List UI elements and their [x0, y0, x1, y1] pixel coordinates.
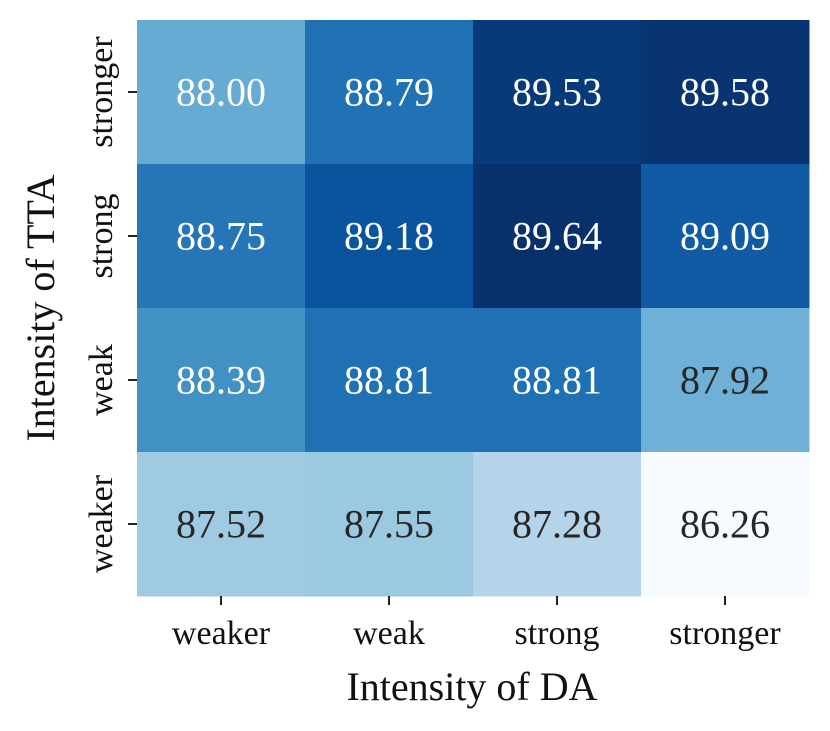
heatmap-cell — [473, 308, 642, 453]
y-tick-label: strong — [83, 194, 120, 279]
cell-value-label: 86.26 — [680, 502, 770, 547]
x-axis-label: Intensity of DA — [346, 664, 597, 709]
heatmap-cell — [137, 20, 306, 165]
y-tick-label: weak — [83, 344, 120, 416]
heatmap-cell — [641, 308, 810, 453]
x-tick-label: weak — [353, 615, 425, 652]
y-axis-label: Intensity of TTA — [18, 174, 63, 441]
cell-value-label: 87.28 — [512, 502, 602, 547]
heatmap-cell — [641, 164, 810, 309]
cell-value-label: 88.75 — [176, 214, 266, 259]
heatmap-cell — [473, 20, 642, 165]
y-tick-label: stronger — [83, 36, 120, 148]
heatmap-cells: 88.00 88.79 89.53 89.58 88.75 89.18 89.64 89.09… — [137, 20, 810, 597]
heatmap-cell — [641, 452, 810, 597]
cell-value-label: 87.92 — [680, 358, 770, 403]
axis-ticks: weaker weak strong stronger stronger strong we… — [83, 36, 781, 652]
heatmap-cell — [137, 452, 306, 597]
cell-value-label: 89.53 — [512, 70, 602, 115]
x-tick-label: weaker — [172, 615, 271, 652]
cell-value-label: 88.39 — [176, 358, 266, 403]
heatmap-cell — [305, 308, 474, 453]
cell-value-label: 89.64 — [512, 214, 602, 259]
cell-value-label: 87.52 — [176, 502, 266, 547]
cell-value-label: 89.58 — [680, 70, 770, 115]
y-tick-label: weaker — [83, 474, 120, 573]
x-tick-label: stronger — [669, 615, 781, 652]
heatmap-cell — [473, 452, 642, 597]
heatmap-cell — [137, 164, 306, 309]
heatmap-cell — [305, 452, 474, 597]
cell-value-label: 88.79 — [344, 70, 434, 115]
heatmap-cell — [473, 164, 642, 309]
cell-value-label: 88.81 — [344, 358, 434, 403]
heatmap-cell — [305, 164, 474, 309]
cell-value-label: 89.09 — [680, 214, 770, 259]
cell-value-label: 89.18 — [344, 214, 434, 259]
cell-value-label: 87.55 — [344, 502, 434, 547]
heatmap-cell — [305, 20, 474, 165]
x-tick-label: strong — [515, 615, 600, 652]
cell-value-label: 88.00 — [176, 70, 266, 115]
heatmap-cell — [641, 20, 810, 165]
heatmap-cell — [137, 308, 306, 453]
cell-value-label: 88.81 — [512, 358, 602, 403]
